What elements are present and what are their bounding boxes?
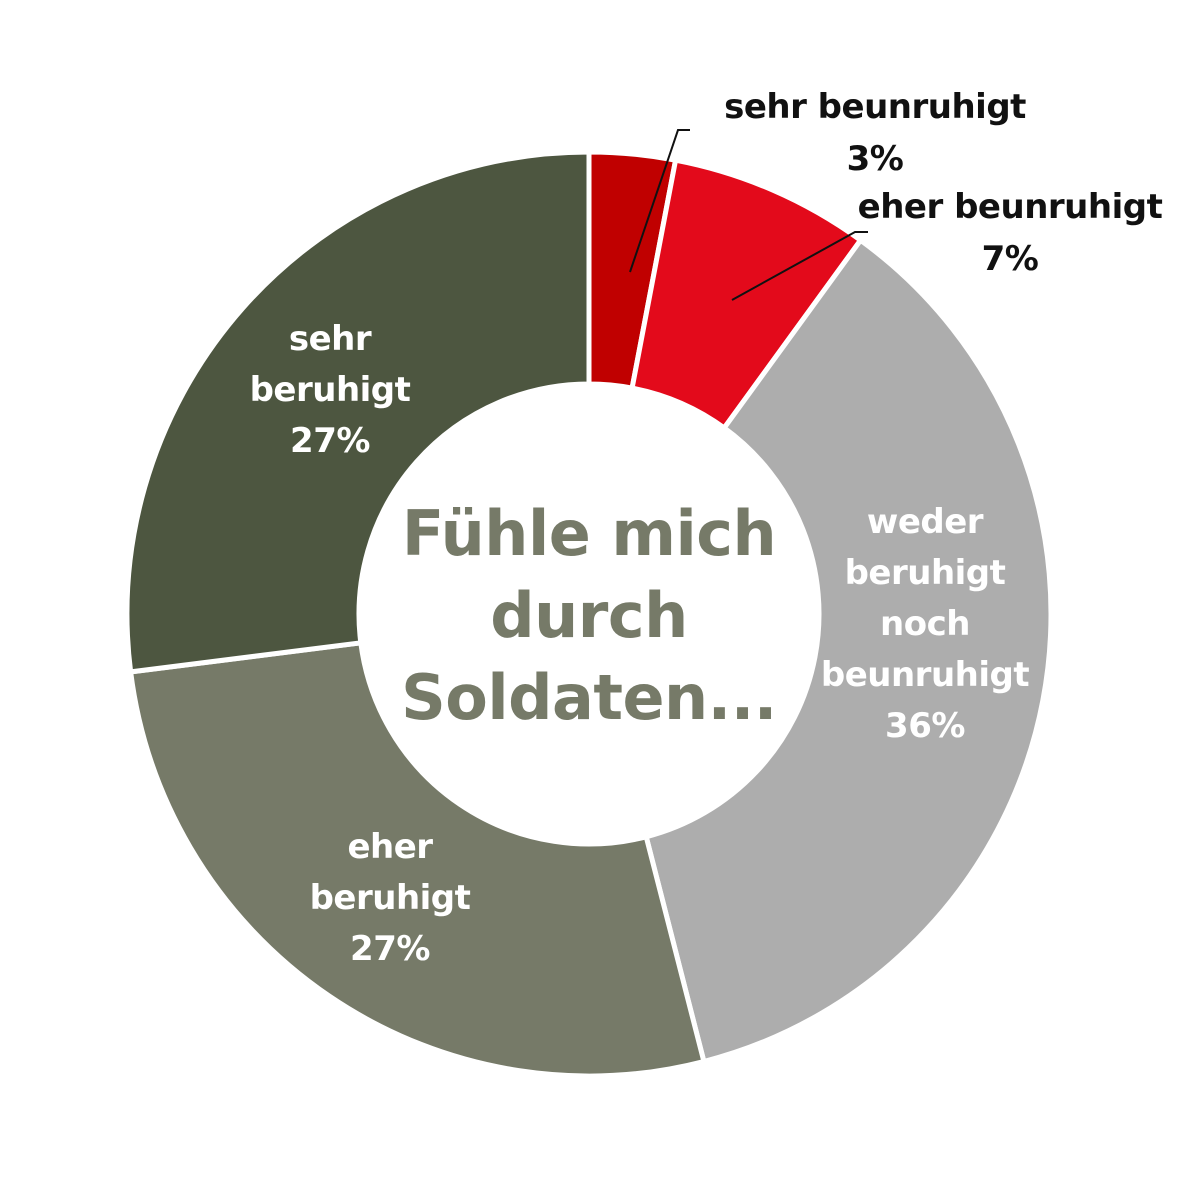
donut-slice-3: [127, 640, 707, 1079]
slice-value-label: 27%: [350, 929, 430, 969]
slice-name-line: weder: [867, 502, 984, 542]
slice-name-line: sehr beunruhigt: [724, 87, 1026, 127]
center-title-line: durch: [490, 579, 688, 652]
slice-name-line: beunruhigt: [821, 655, 1029, 695]
slice-label-3: eher beruhigt 27%: [310, 827, 471, 969]
leader-lines: [629, 129, 868, 301]
slice-label-2: weder beruhigt noch beunruhigt 36%: [821, 502, 1029, 746]
slice-value-label: 3%: [847, 139, 904, 179]
leader-line-0: [629, 129, 690, 273]
slice-name-line: beruhigt: [310, 878, 471, 918]
leader-line-1: [731, 231, 868, 301]
slice-value-label: 36%: [885, 706, 965, 746]
slice-labels: sehr beunruhigt 3% eher beunruhigt 7% weder b…: [250, 87, 1163, 969]
slice-name-line: beruhigt: [250, 370, 411, 410]
slice-value-label: 7%: [982, 239, 1039, 279]
slices-layer: [124, 149, 1054, 1079]
slice-name-line: eher: [347, 827, 433, 867]
center-title-line: Soldaten...: [401, 661, 777, 734]
slice-label-1: eher beunruhigt 7%: [858, 187, 1163, 279]
slice-name-line: eher beunruhigt: [858, 187, 1163, 227]
center-title-line: Fühle mich: [402, 497, 776, 570]
slice-name-line: beruhigt: [845, 553, 1006, 593]
donut-slice-4: [124, 149, 592, 675]
slice-name-line: noch: [880, 604, 970, 644]
center-title: Fühle mich durch Soldaten...: [401, 497, 777, 734]
slice-label-0: sehr beunruhigt 3%: [724, 87, 1026, 179]
donut-slice-2: [643, 236, 1054, 1065]
slice-label-4: sehr beruhigt 27%: [250, 319, 411, 461]
slice-name-line: sehr: [289, 319, 372, 359]
slice-value-label: 27%: [290, 421, 370, 461]
